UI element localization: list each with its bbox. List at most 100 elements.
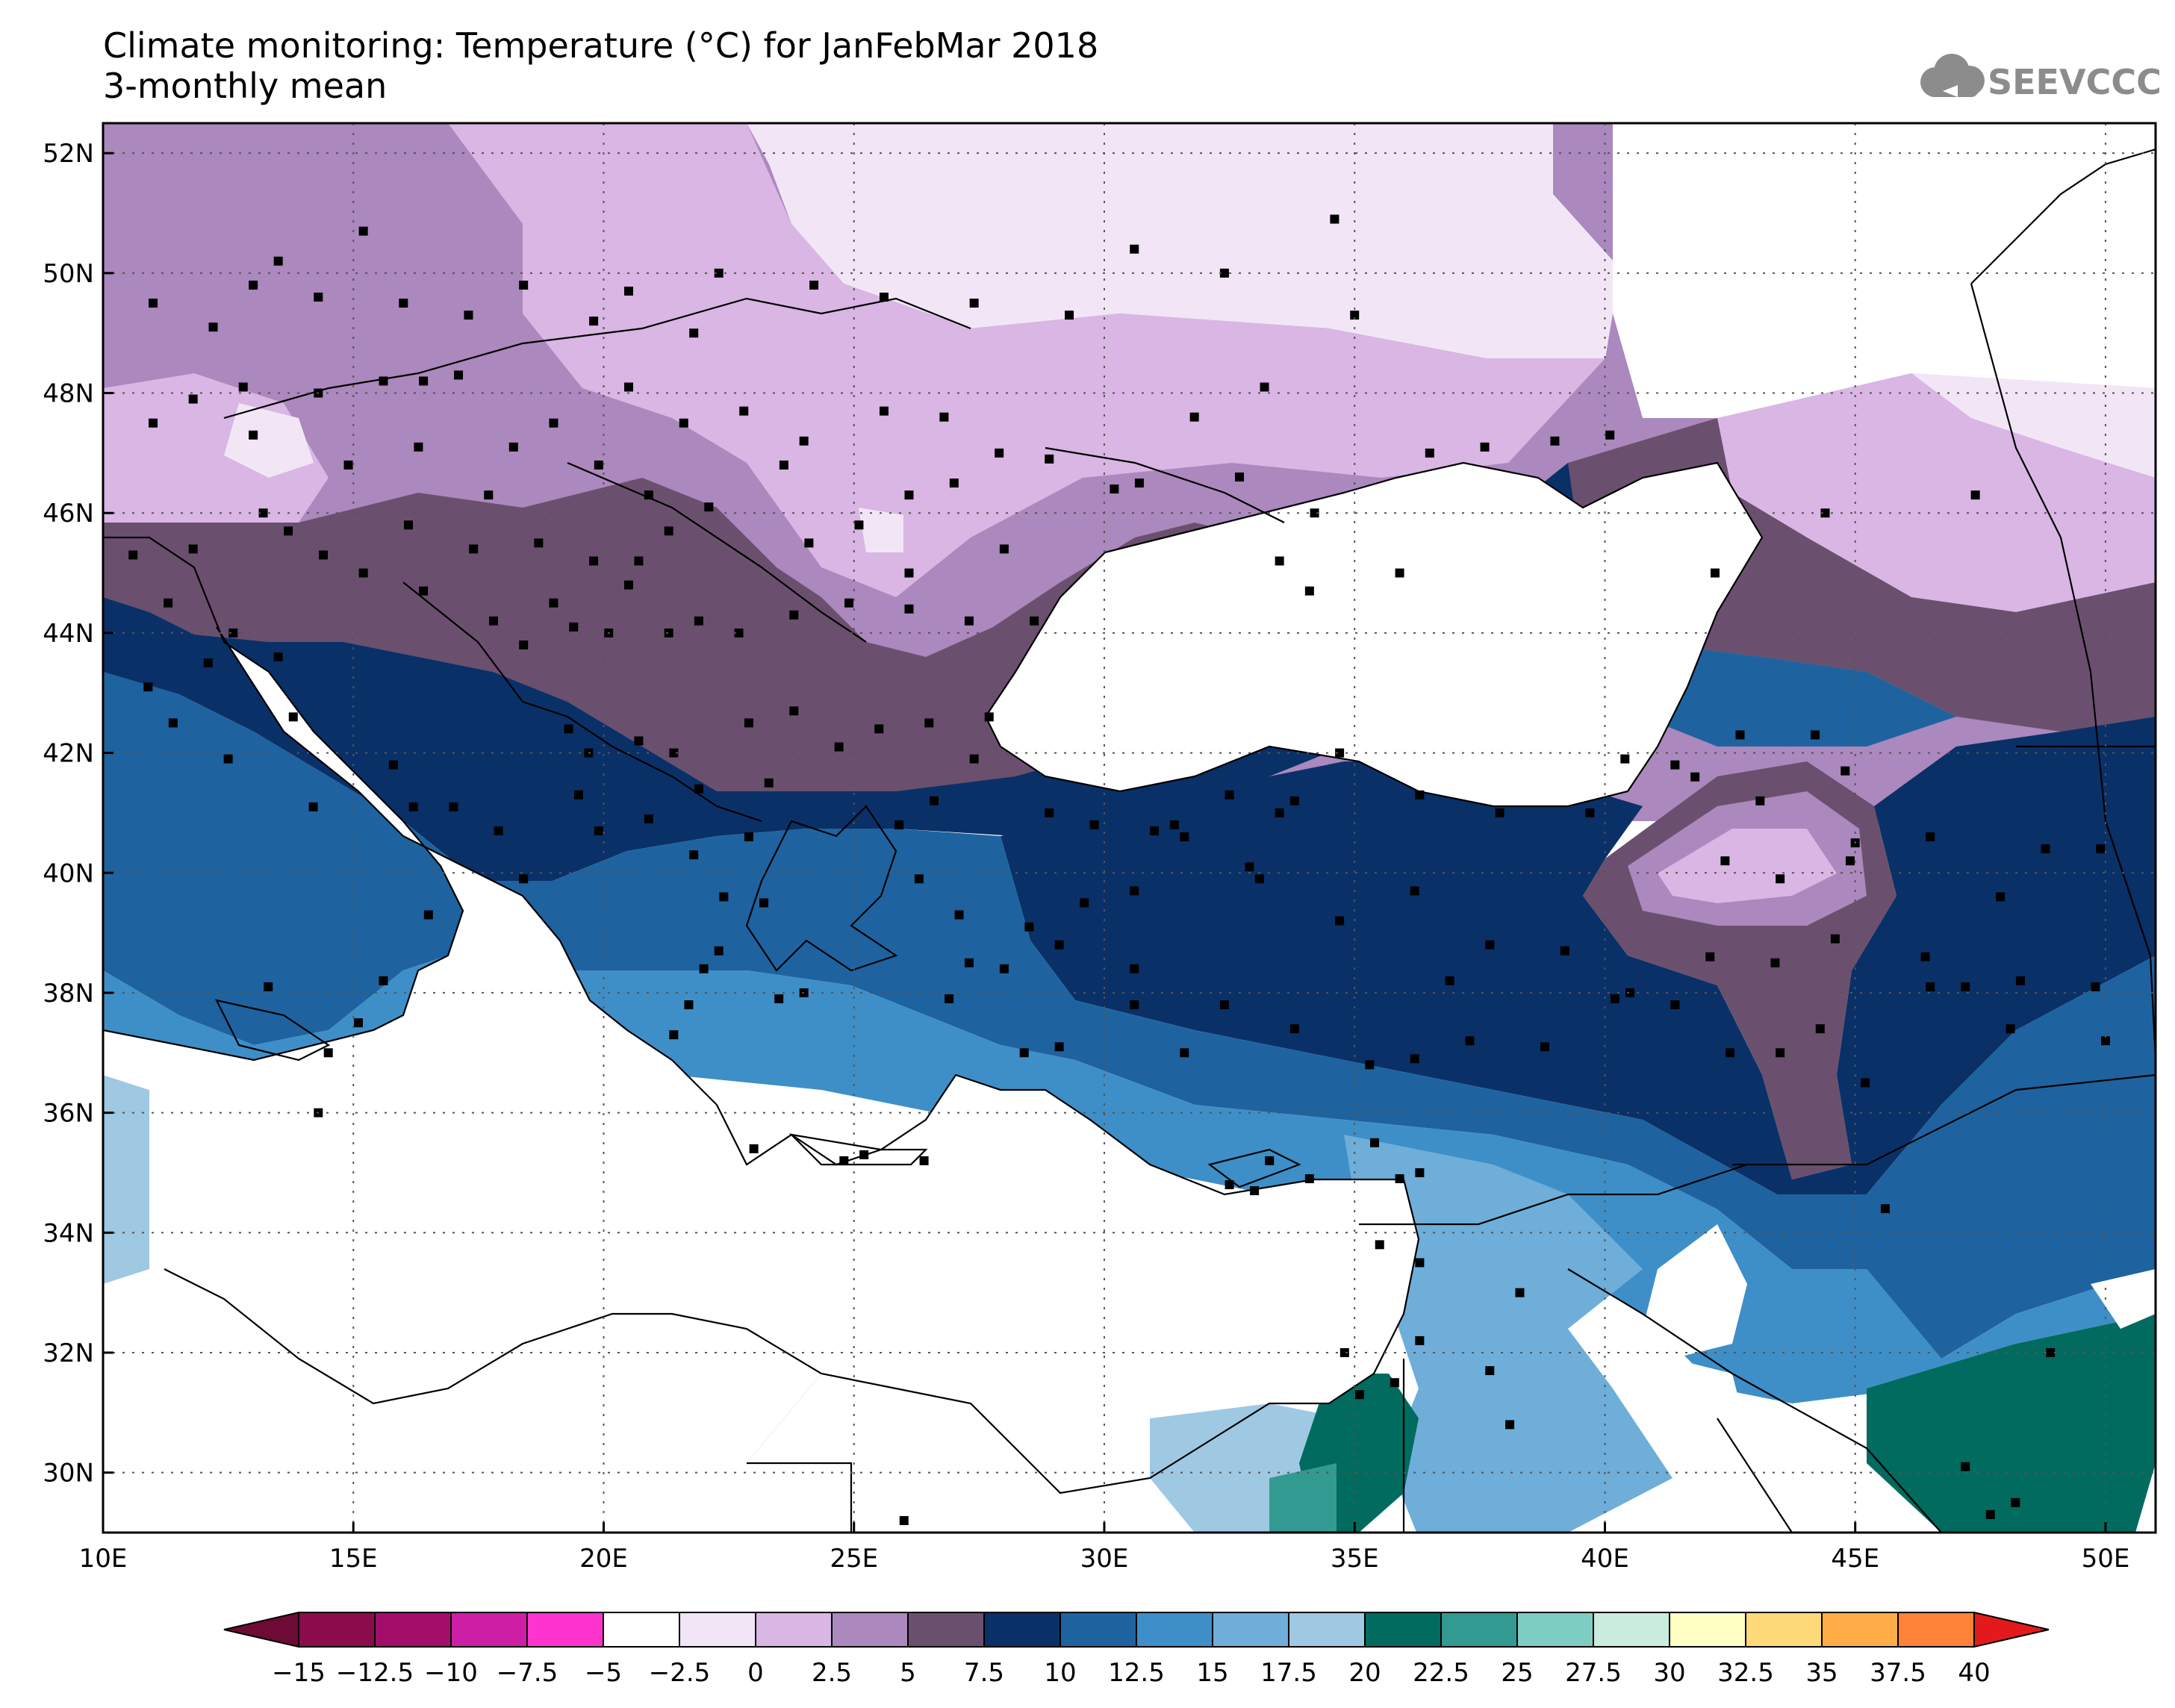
colorbar-label: −5 [585, 1658, 622, 1688]
lon-tick-label: 35E [1331, 1544, 1379, 1574]
station-marker [323, 1048, 333, 1058]
station-marker [1250, 1186, 1260, 1196]
station-marker [644, 814, 653, 823]
station-marker [1130, 964, 1139, 973]
station-marker [1395, 1174, 1404, 1183]
station-marker [273, 256, 283, 266]
station-marker [1225, 790, 1234, 800]
station-marker [164, 598, 173, 608]
lon-tick-label: 30E [1080, 1544, 1129, 1574]
station-marker [1926, 832, 1935, 842]
station-marker [684, 1000, 694, 1010]
station-marker [549, 598, 558, 608]
station-marker [734, 628, 744, 638]
station-marker [1415, 1335, 1425, 1345]
colorbar-swatch [1593, 1612, 1670, 1648]
lon-tick-label: 20E [579, 1544, 628, 1574]
station-marker [1811, 730, 1820, 740]
station-marker [1480, 442, 1490, 452]
lat-tick-label: 50N [43, 259, 94, 289]
colorbar-label: 25 [1501, 1658, 1533, 1688]
station-marker [664, 526, 673, 536]
station-marker [273, 652, 283, 662]
station-marker [1130, 886, 1139, 896]
station-marker [168, 718, 178, 728]
graticule [103, 123, 2156, 1533]
station-marker [188, 394, 198, 404]
station-marker [1169, 820, 1179, 829]
station-marker [203, 658, 213, 668]
station-marker [999, 544, 1009, 554]
station-marker [1770, 958, 1780, 967]
station-marker [939, 412, 949, 422]
station-marker [779, 460, 788, 470]
colorbar-swatch [1821, 1612, 1899, 1648]
lat-tick-label: 36N [43, 1099, 94, 1129]
station-marker [1996, 892, 2006, 902]
station-marker [464, 311, 473, 320]
coastlines-and-borders [103, 148, 2156, 1533]
colorbar-label: 35 [1805, 1658, 1838, 1688]
colorbar-swatch [1136, 1612, 1213, 1648]
station-marker [854, 520, 864, 530]
station-marker [964, 958, 974, 967]
station-marker [1415, 1258, 1425, 1268]
colorbar-under-arrow [223, 1611, 299, 1648]
station-marker [1134, 479, 1144, 488]
station-marker [759, 898, 769, 908]
station-marker [353, 1018, 363, 1028]
station-marker [1330, 214, 1339, 224]
station-marker [859, 1150, 869, 1159]
station-marker [143, 682, 153, 692]
station-marker [1550, 436, 1560, 446]
station-marker [508, 442, 518, 452]
station-marker [624, 382, 634, 392]
station-marker [1585, 808, 1595, 817]
station-marker [1150, 826, 1160, 836]
station-marker [284, 526, 293, 536]
cloud-icon [1920, 54, 1985, 97]
station-marker [1254, 874, 1264, 884]
station-marker [1926, 982, 1935, 991]
colorbar-label: 10 [1044, 1658, 1076, 1688]
station-marker [1225, 1180, 1234, 1190]
station-marker [1560, 946, 1569, 956]
lon-tick-label: 10E [79, 1544, 128, 1574]
station-marker [488, 616, 498, 626]
station-marker [288, 712, 298, 722]
colorbar-label: 40 [1958, 1658, 1990, 1688]
station-marker [1625, 988, 1634, 997]
colorbar-swatch [907, 1612, 985, 1648]
station-marker [969, 299, 979, 308]
lat-tick-label: 32N [43, 1338, 94, 1368]
station-marker [223, 754, 233, 764]
colorbar-label: −7.5 [497, 1658, 558, 1688]
station-marker [519, 874, 529, 884]
lon-tick-label: 15E [329, 1544, 378, 1574]
colorbar-swatch [679, 1612, 756, 1648]
station-marker [969, 754, 979, 764]
station-marker [634, 736, 644, 746]
station-marker [1054, 1042, 1064, 1052]
colorbar-label: 5 [900, 1658, 916, 1688]
station-marker [2006, 1024, 2015, 1034]
colorbar-label: −10 [424, 1658, 478, 1688]
station-marker [1080, 898, 1089, 908]
station-marker [669, 748, 679, 758]
lat-tick-label: 42N [43, 739, 94, 769]
lat-tick-label: 40N [43, 858, 94, 888]
station-marker [1260, 382, 1269, 392]
station-marker [874, 724, 884, 734]
station-marker [149, 418, 158, 428]
station-marker [238, 382, 248, 392]
station-marker [624, 286, 634, 296]
station-marker [1415, 1168, 1425, 1177]
station-marker [1410, 886, 1419, 896]
station-marker [879, 292, 889, 302]
lat-tick-label: 48N [43, 379, 94, 409]
station-marker [749, 1144, 759, 1153]
station-marker [149, 299, 158, 308]
colorbar-swatch [1897, 1612, 1975, 1648]
station-marker [1815, 1024, 1825, 1034]
station-marker [834, 742, 844, 752]
